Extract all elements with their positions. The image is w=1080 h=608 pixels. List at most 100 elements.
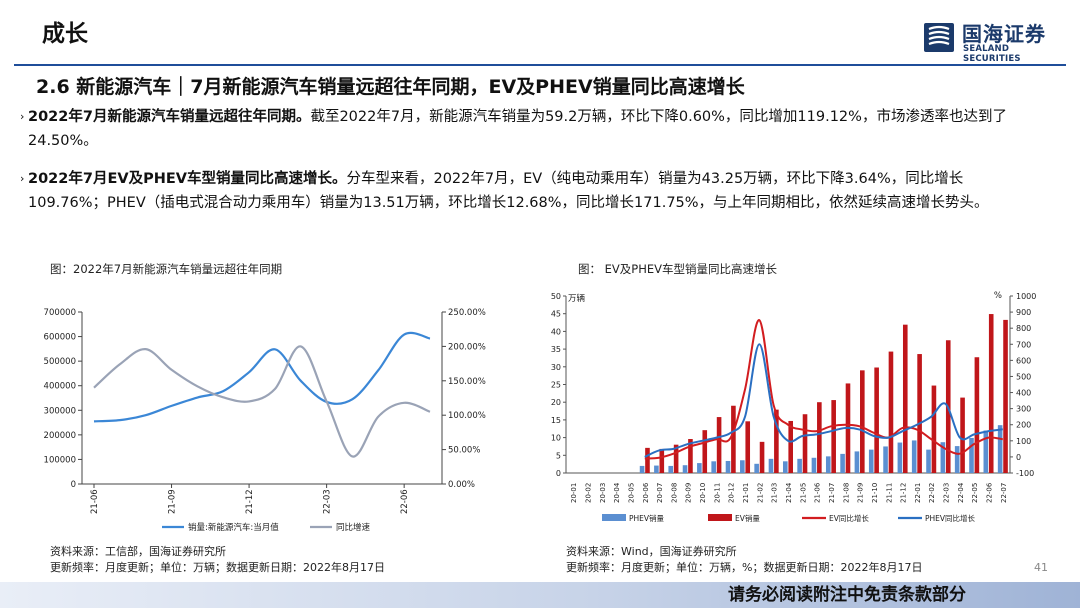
left-tick-label: 400000 <box>44 382 76 392</box>
sealand-emblem-icon <box>924 23 954 52</box>
ev-bar <box>817 402 822 473</box>
ev-bar <box>902 324 908 473</box>
right-tick-label: 0.00% <box>448 480 475 490</box>
chart-nev-sales: 0 100000 200000 300000 400000 500000 600000 700… <box>44 308 486 533</box>
bullet-1-bold: 2022年7月新能源汽车销量远超往年同期。 <box>28 109 311 125</box>
left-tick-label: 0 <box>71 480 76 490</box>
ev-bar <box>745 421 751 473</box>
x-tick-label: 21-04 <box>785 482 793 503</box>
phev-bar <box>868 449 874 473</box>
right-tick-label: 300 <box>1016 405 1031 414</box>
ev-bar <box>874 367 879 473</box>
x-tick-label: 22-06 <box>986 482 994 503</box>
x-tick-label: 21-06 <box>90 489 100 514</box>
bullet-1: › 2022年7月新能源汽车销量远超往年同期。截至2022年7月，新能源汽车销量… <box>20 105 1028 153</box>
figure1-caption: 图：2022年7月新能源汽车销量远超往年同期 <box>50 262 283 276</box>
right-tick-label: 200 <box>1016 421 1031 430</box>
ev-bar <box>917 354 922 473</box>
legend-label: EV同比增长 <box>829 513 869 523</box>
header-divider <box>14 64 1066 66</box>
phev-bar <box>954 446 960 473</box>
right-tick-label: 0 <box>1016 453 1021 462</box>
x-tick-label: 21-12 <box>245 489 255 514</box>
left-tick-label: 500000 <box>44 357 76 367</box>
x-tick-label: 22-01 <box>914 483 922 503</box>
x-tick-label: 21-12 <box>900 483 908 503</box>
legend-label: EV销量 <box>735 513 760 523</box>
series-line-1 <box>93 345 431 458</box>
right-tick-label: 700 <box>1016 340 1031 349</box>
phev-bar <box>911 440 917 473</box>
phev-bar <box>840 453 845 473</box>
chart-ev-phev: 0 5 10 15 20 25 30 35 40 45 50 -100 0 100 200 300 400 500… <box>551 291 1037 523</box>
x-tick-label: 22-03 <box>323 489 333 514</box>
left-tick-label: 100000 <box>44 455 76 465</box>
right-tick-label: 150.00% <box>448 377 486 387</box>
x-tick-label: 20-03 <box>599 483 607 503</box>
ev-bar <box>659 448 665 473</box>
left-tick-label: 40 <box>551 327 561 336</box>
x-tick-label: 20-04 <box>613 482 621 503</box>
figure1-source: 资料来源：工信部，国海证券研究所 更新频率：月度更新；单位：万辆；数据更新日期：… <box>50 544 385 576</box>
figure2-caption: 图： EV及PHEV车型销量同比高速增长 <box>578 262 778 276</box>
x-tick-label: 22-02 <box>928 483 936 503</box>
right-tick-label: 900 <box>1016 308 1031 317</box>
phev-bar <box>897 442 903 473</box>
x-tick-label: 21-07 <box>828 483 836 503</box>
phev-yoy-line <box>644 343 1003 458</box>
x-tick-label: 20-01 <box>570 483 578 503</box>
phev-bar <box>926 449 931 473</box>
right-unit-label: % <box>994 291 1002 301</box>
right-tick-label: 1000 <box>1016 292 1036 301</box>
legend-label: 销量:新能源汽车:当月值 <box>188 522 279 533</box>
bullet-2-text: 分车型来看，2022年7月，EV（纯电动乘用车）销量为43.25万辆，环比下降3… <box>28 171 989 211</box>
ev-bar <box>1003 319 1008 473</box>
left-tick-label: 600000 <box>44 333 76 343</box>
x-tick-label: 21-11 <box>885 483 893 503</box>
x-tick-label: 21-05 <box>799 483 807 503</box>
ev-bar <box>988 314 994 473</box>
right-tick-label: 100 <box>1016 437 1031 446</box>
ev-bar <box>645 447 650 473</box>
right-tick-label: 250.00% <box>448 308 486 318</box>
right-tick-label: -100 <box>1016 469 1034 478</box>
phev-bar <box>725 460 731 473</box>
ev-yoy-line <box>644 319 1003 460</box>
phev-bar <box>697 463 702 473</box>
ev-bar <box>673 444 679 473</box>
bullet-arrow-icon: › <box>20 110 25 123</box>
ev-bar <box>716 417 722 473</box>
left-tick-label: 50 <box>551 292 561 301</box>
x-tick-label: 22-04 <box>957 482 965 503</box>
x-tick-label: 22-03 <box>943 483 951 503</box>
x-tick-label: 20-05 <box>627 483 635 503</box>
ev-bar <box>974 357 980 473</box>
x-tick-label: 21-09 <box>168 489 178 514</box>
page-number: 41 <box>1034 561 1048 574</box>
phev-bar <box>639 465 645 473</box>
left-tick-label: 10 <box>551 434 561 443</box>
x-tick-label: 20-06 <box>642 482 650 503</box>
right-tick-label: 200.00% <box>448 342 486 352</box>
x-tick-label: 21-10 <box>871 483 879 503</box>
ev-bar <box>731 405 736 473</box>
x-tick-label: 20-08 <box>670 483 678 503</box>
phev-bar <box>682 465 688 473</box>
ev-bar <box>702 430 708 473</box>
phev-bar <box>811 457 817 473</box>
left-tick-label: 20 <box>551 398 561 407</box>
figure1-update-line: 更新频率：月度更新；单位：万辆；数据更新日期：2022年8月17日 <box>50 561 385 574</box>
x-tick-label: 20-02 <box>584 483 592 503</box>
logo-en-text: SEALAND SECURITIES <box>963 44 1021 64</box>
left-unit-label: 万辆 <box>568 293 586 304</box>
right-tick-label: 100.00% <box>448 411 486 421</box>
section-title: 成长 <box>42 21 88 47</box>
ev-bar <box>688 439 693 473</box>
x-tick-label: 20-09 <box>685 483 693 503</box>
bullet-arrow-icon: › <box>20 172 25 185</box>
ev-bar <box>802 414 808 473</box>
left-tick-label: 30 <box>551 363 561 372</box>
right-tick-label: 50.00% <box>448 446 480 456</box>
x-tick-label: 21-02 <box>756 483 764 503</box>
logo-cn-text: 国海证券 <box>962 22 1046 46</box>
